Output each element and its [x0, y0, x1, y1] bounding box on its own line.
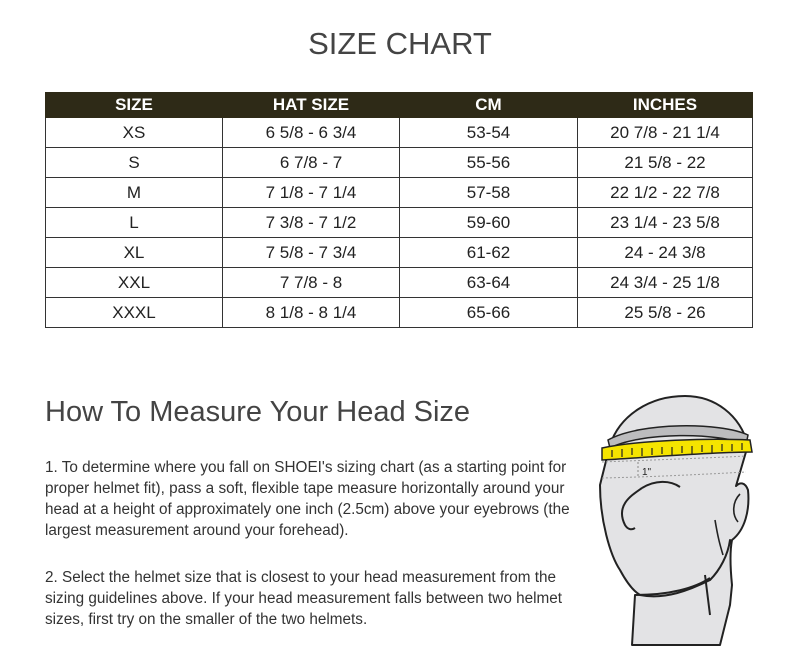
table-cell: XS	[45, 117, 223, 148]
table-cell: 59-60	[399, 207, 578, 238]
table-header-row: SIZE HAT SIZE CM INCHES	[45, 92, 753, 118]
col-header: CM	[399, 92, 578, 118]
size-table: SIZE HAT SIZE CM INCHES XS 6 5/8 - 6 3/4 5…	[45, 92, 753, 328]
table-cell: 7 1/8 - 7 1/4	[222, 177, 400, 208]
table-cell: 6 5/8 - 6 3/4	[222, 117, 400, 148]
table-cell: M	[45, 177, 223, 208]
measure-heading: How To Measure Your Head Size	[45, 396, 471, 428]
table-cell: 57-58	[399, 177, 578, 208]
table-cell: 7 3/8 - 7 1/2	[222, 207, 400, 238]
table-row: XL 7 5/8 - 7 3/4 61-62 24 - 24 3/8	[45, 237, 753, 268]
table-cell: XL	[45, 237, 223, 268]
table-cell: 65-66	[399, 297, 578, 328]
table-cell: 24 3/4 - 25 1/8	[577, 267, 753, 298]
table-row: XS 6 5/8 - 6 3/4 53-54 20 7/8 - 21 1/4	[45, 117, 753, 148]
table-cell: 23 1/4 - 23 5/8	[577, 207, 753, 238]
table-cell: S	[45, 147, 223, 178]
table-cell: 7 5/8 - 7 3/4	[222, 237, 400, 268]
step-1-text: 1. To determine where you fall on SHOEI'…	[45, 459, 570, 539]
table-row: XXL 7 7/8 - 8 63-64 24 3/4 - 25 1/8	[45, 267, 753, 298]
col-header: HAT SIZE	[222, 92, 400, 118]
head-measure-illustration: 1"	[599, 395, 753, 646]
col-header: INCHES	[577, 92, 753, 118]
one-inch-label: 1"	[642, 467, 652, 478]
step-2-text: 2. Select the helmet size that is closes…	[45, 569, 562, 628]
col-header: SIZE	[45, 92, 223, 118]
table-row: XXXL 8 1/8 - 8 1/4 65-66 25 5/8 - 26	[45, 297, 753, 328]
table-cell: 6 7/8 - 7	[222, 147, 400, 178]
table-cell: 8 1/8 - 8 1/4	[222, 297, 400, 328]
table-cell: 53-54	[399, 117, 578, 148]
table-cell: 7 7/8 - 8	[222, 267, 400, 298]
table-cell: 61-62	[399, 237, 578, 268]
table-cell: XXXL	[45, 297, 223, 328]
table-cell: 20 7/8 - 21 1/4	[577, 117, 753, 148]
table-cell: 63-64	[399, 267, 578, 298]
table-cell: XXL	[45, 267, 223, 298]
table-cell: 21 5/8 - 22	[577, 147, 753, 178]
table-cell: 22 1/2 - 22 7/8	[577, 177, 753, 208]
table-cell: L	[45, 207, 223, 238]
page-title: SIZE CHART	[308, 26, 492, 61]
table-cell: 24 - 24 3/8	[577, 237, 753, 268]
table-cell: 25 5/8 - 26	[577, 297, 753, 328]
table-cell: 55-56	[399, 147, 578, 178]
